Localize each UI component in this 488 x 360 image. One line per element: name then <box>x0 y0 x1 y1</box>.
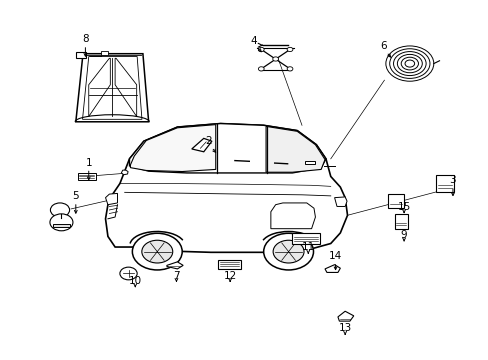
Text: 9: 9 <box>400 230 407 240</box>
Polygon shape <box>166 262 183 269</box>
Circle shape <box>258 48 264 51</box>
Text: 10: 10 <box>128 276 142 286</box>
Polygon shape <box>89 58 110 117</box>
Circle shape <box>263 233 313 270</box>
Circle shape <box>132 233 182 270</box>
Polygon shape <box>325 265 340 273</box>
Bar <box>101 51 108 55</box>
Bar <box>394 213 407 229</box>
Text: 5: 5 <box>72 191 79 201</box>
Polygon shape <box>265 126 325 172</box>
Text: 1: 1 <box>85 158 92 168</box>
Polygon shape <box>53 224 70 226</box>
Circle shape <box>50 214 73 231</box>
Polygon shape <box>337 311 353 321</box>
Polygon shape <box>270 203 315 229</box>
Text: 14: 14 <box>328 251 342 261</box>
Bar <box>76 52 86 58</box>
Circle shape <box>142 240 172 263</box>
Text: 11: 11 <box>301 242 314 252</box>
Bar <box>292 233 320 244</box>
Polygon shape <box>105 193 117 205</box>
Circle shape <box>286 67 292 71</box>
Bar <box>387 194 403 208</box>
Polygon shape <box>121 170 128 175</box>
Text: 15: 15 <box>397 202 410 212</box>
Text: 13: 13 <box>338 324 351 333</box>
Polygon shape <box>76 54 148 122</box>
Polygon shape <box>191 138 211 152</box>
Text: 4: 4 <box>250 36 257 46</box>
Circle shape <box>272 57 278 61</box>
Bar <box>78 173 96 180</box>
Polygon shape <box>334 197 346 207</box>
Bar <box>435 175 453 192</box>
Text: 6: 6 <box>379 41 386 51</box>
Polygon shape <box>115 58 137 117</box>
Text: 8: 8 <box>82 34 88 44</box>
Circle shape <box>258 67 264 71</box>
Text: 12: 12 <box>223 271 236 280</box>
Polygon shape <box>305 161 315 164</box>
Polygon shape <box>129 123 325 173</box>
Circle shape <box>50 203 69 217</box>
Circle shape <box>286 48 292 51</box>
Circle shape <box>120 267 137 280</box>
Text: 7: 7 <box>173 271 180 280</box>
Polygon shape <box>82 57 142 119</box>
Circle shape <box>273 240 304 263</box>
Bar <box>218 260 241 269</box>
Polygon shape <box>130 125 215 171</box>
Text: 2: 2 <box>205 136 211 147</box>
Polygon shape <box>105 123 347 252</box>
Text: 3: 3 <box>449 175 455 185</box>
